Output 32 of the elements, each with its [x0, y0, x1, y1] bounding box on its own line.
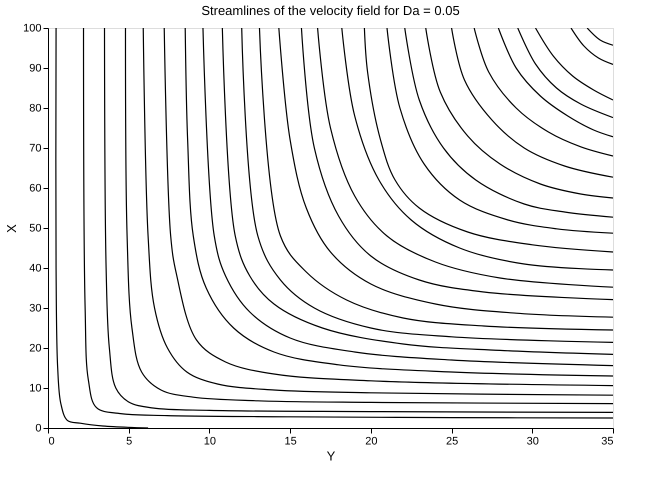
line-series [425, 28, 613, 199]
y-tick-label: 70 [29, 142, 42, 154]
x-tick-label: 25 [446, 436, 458, 448]
x-axis-title: Y [326, 448, 336, 464]
line-series [404, 28, 613, 218]
y-tick-label: 30 [29, 302, 42, 314]
line-series [517, 28, 613, 118]
x-tick-label: 30 [526, 436, 539, 448]
y-tick-label: 10 [29, 382, 42, 394]
x-tick-label: 15 [284, 436, 297, 448]
x-tick-label: 5 [126, 436, 132, 448]
x-tick-label: 35 [601, 436, 614, 448]
line-series [364, 28, 613, 253]
y-tick-label: 60 [29, 182, 42, 194]
y-tick-label: 40 [29, 262, 42, 274]
y-tick-label: 50 [29, 222, 42, 234]
y-tick-label: 80 [29, 102, 42, 114]
line-series [498, 28, 613, 138]
line-series [450, 28, 613, 178]
line-series [386, 28, 613, 234]
y-axis-title: X [4, 224, 20, 233]
x-tick-label: 20 [365, 436, 378, 448]
y-tick-label: 20 [29, 342, 42, 354]
chart-title: Streamlines of the velocity field for Da = 0.05 [201, 3, 460, 18]
y-tick-label: 100 [23, 22, 42, 34]
y-tick-label: 0 [35, 422, 42, 434]
x-tick-label: 10 [204, 436, 216, 448]
line-series [534, 28, 613, 101]
line-series [570, 28, 613, 65]
y-tick-label: 90 [29, 62, 42, 74]
x-tick-label: 0 [48, 436, 55, 448]
line-series [474, 28, 613, 157]
